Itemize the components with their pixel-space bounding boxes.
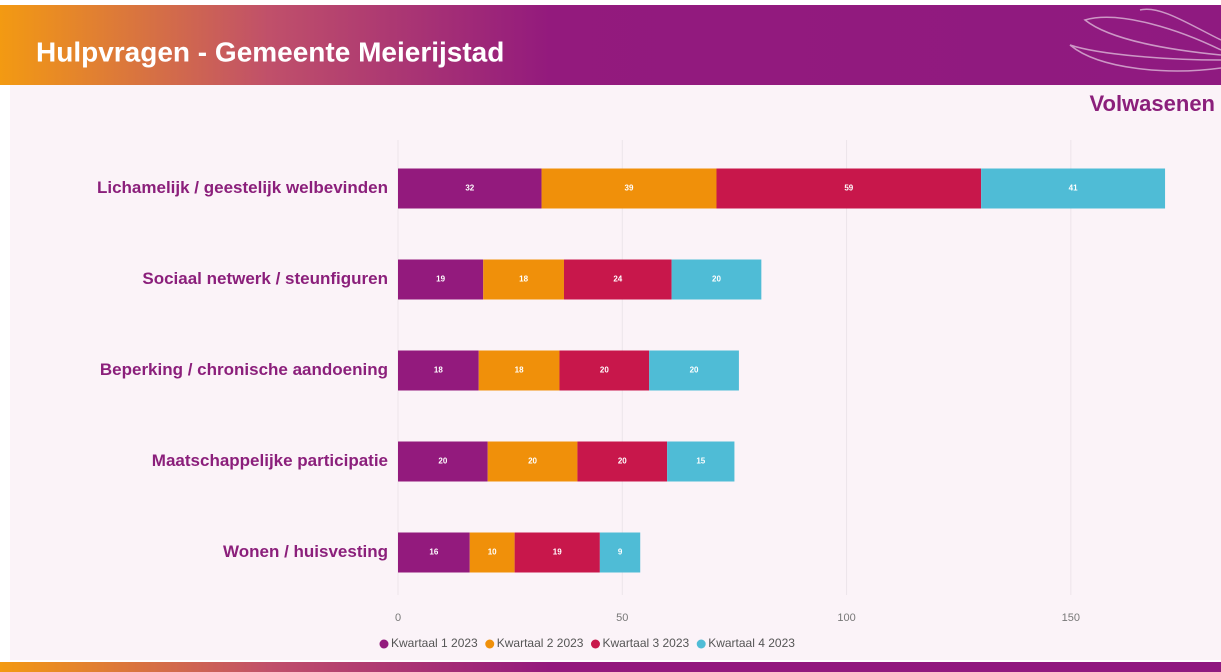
legend-marker [696,639,706,649]
legend-label: Kwartaal 2 2023 [497,636,584,650]
bar-segment [398,350,479,391]
data-label: 20 [600,366,609,375]
category-label: Beperking / chronische aandoening [100,360,388,379]
data-label: 18 [434,366,443,375]
bar-segment [577,441,668,482]
footer-band [0,662,1221,672]
legend-marker [590,639,600,649]
legend-marker [379,639,389,649]
bar-segment [563,259,672,300]
legend-label: Kwartaal 1 2023 [391,636,478,650]
data-label: 9 [618,548,623,557]
legend-marker [485,639,495,649]
data-label: 20 [690,366,699,375]
category-label: Sociaal netwerk / steunfiguren [142,269,388,288]
data-label: 24 [613,275,622,284]
data-label: 20 [618,457,627,466]
bar-segment [398,532,470,573]
bar-segment [981,168,1166,209]
bar-segment [667,441,735,482]
category-label: Wonen / huisvesting [223,542,388,561]
legend-label: Kwartaal 4 2023 [708,636,795,650]
data-label: 10 [488,548,497,557]
bar-segment [483,259,564,300]
data-label: 41 [1069,184,1078,193]
bar-segment [398,441,488,482]
data-label: 18 [515,366,524,375]
bar-segment [487,441,578,482]
data-label: 20 [438,457,447,466]
bar-segment [541,168,717,209]
bar-segment [478,350,560,391]
bar-segment [716,168,982,209]
bar-segment [599,532,641,573]
bars: Lichamelijk / geestelijk welbevinden 32 39… [97,168,1166,573]
data-label: 15 [696,457,705,466]
bar-segment [671,259,762,300]
bar-segment [514,532,600,573]
legend-label: Kwartaal 3 2023 [602,636,689,650]
data-label: 19 [553,548,562,557]
category-label: Lichamelijk / geestelijk welbevinden [97,178,388,197]
header-banner [0,5,1221,85]
data-label: 20 [712,275,721,284]
bar-segment [469,532,515,573]
data-label: 39 [625,184,634,193]
data-label: 20 [528,457,537,466]
bar-segment [649,350,739,391]
data-label: 18 [519,275,528,284]
category-label: Maatschappelijke participatie [152,451,388,470]
bar-segment [398,259,484,300]
data-label: 19 [436,275,445,284]
chart-title: Hulpvragen - Gemeente Meierijstad [36,36,504,67]
chart-subtitle: Volwasenen [1089,91,1215,116]
legend: Kwartaal 1 2023 Kwartaal 2 2023 Kwartaal 3… [379,636,795,650]
x-tick-label: 150 [1062,612,1080,624]
flower-ornament [1069,8,1221,72]
x-tick-label: 0 [395,612,401,624]
x-tick-label: 50 [616,612,628,624]
bar-segment [398,168,542,209]
data-label: 16 [429,548,438,557]
x-tick-label: 100 [837,612,855,624]
data-label: 32 [465,184,474,193]
bar-segment [559,350,650,391]
data-label: 59 [844,184,853,193]
